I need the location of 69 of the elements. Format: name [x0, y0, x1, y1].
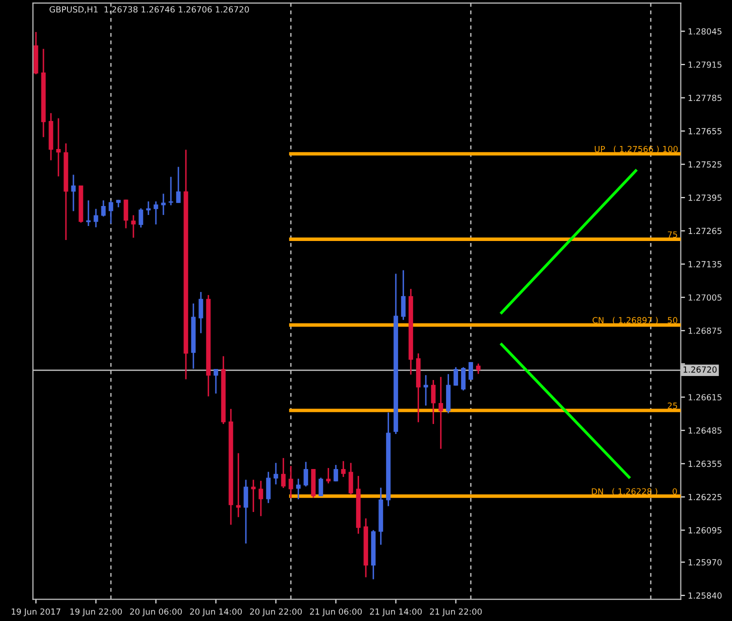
x-tick-label: 21 Jun 06:00 — [310, 608, 362, 616]
candlestick — [334, 464, 338, 482]
candlestick — [131, 214, 136, 238]
candlestick — [94, 208, 98, 228]
candlestick — [138, 208, 144, 228]
candlestick — [56, 118, 61, 178]
candlestick — [401, 270, 406, 321]
x-tick-label: 21 Jun 14:00 — [370, 608, 422, 616]
x-tick-label: 20 Jun 06:00 — [130, 608, 182, 616]
candlestick — [214, 368, 218, 394]
y-tick-label: 1.27265 — [688, 228, 722, 234]
y-tick-label: 1.27525 — [688, 161, 722, 168]
y-tick-label: 1.26225 — [688, 494, 722, 500]
y-tick-label: 1.26355 — [688, 460, 722, 467]
candlestick — [108, 200, 114, 224]
candlestick — [304, 461, 308, 488]
candlestick — [154, 200, 158, 226]
x-tick-label: 20 Jun 22:00 — [250, 608, 302, 616]
candlestick — [258, 480, 264, 517]
candlestick — [476, 362, 481, 375]
chart-title: GBPUSD,H1 1.26738 1.26746 1.26706 1.26720 — [50, 6, 249, 14]
y-tick-label: 1.26615 — [688, 394, 722, 400]
y-tick-label: 1.26095 — [688, 527, 722, 534]
candlestick — [326, 467, 331, 484]
y-tick-label: 1.27395 — [688, 194, 722, 201]
candlestick — [244, 479, 248, 544]
candlestick — [468, 361, 474, 380]
y-tick-label: 1.27655 — [688, 128, 722, 134]
candlestick — [251, 479, 256, 513]
y-tick-label: 1.26875 — [688, 328, 722, 334]
annotation: 75 — [668, 231, 678, 238]
candlestick — [341, 460, 346, 478]
candlestick — [198, 291, 204, 334]
y-tick-label: 1.28045 — [688, 28, 722, 35]
candlestick — [424, 374, 428, 406]
candlestick — [438, 376, 444, 450]
candlestick — [281, 457, 286, 489]
candlestick — [124, 198, 128, 229]
x-tick-label: 20 Jun 14:00 — [190, 608, 242, 616]
x-tick-label: 19 Jun 22:00 — [70, 608, 122, 616]
candlestick — [266, 471, 271, 504]
y-tick-label: 1.26485 — [688, 427, 722, 434]
x-tick-label: 19 Jun 2017 — [12, 608, 60, 616]
y-tick-label: 1.27005 — [688, 294, 722, 301]
y-tick-label: 1.27915 — [688, 61, 722, 68]
candlestick — [274, 462, 278, 486]
candlestick — [454, 366, 458, 386]
candlestick — [431, 379, 436, 425]
candlestick — [176, 166, 181, 204]
candlestick — [296, 478, 301, 500]
y-tick-label: 1.27785 — [688, 94, 722, 102]
candlestick — [146, 200, 151, 216]
candlestick — [318, 477, 324, 497]
candlestick — [101, 200, 106, 218]
y-tick-label: 1.25970 — [688, 559, 722, 566]
candlestick — [461, 366, 466, 392]
annotation: 100 — [663, 146, 678, 152]
candlestick — [71, 174, 76, 212]
candlestick — [288, 465, 294, 499]
candlestick — [161, 193, 166, 216]
annotation: 0 — [672, 488, 677, 495]
candlestick — [348, 462, 354, 496]
annotation: 50 — [668, 317, 678, 324]
candlestick — [236, 452, 241, 518]
y-tick-label: 1.27135 — [688, 261, 722, 268]
y-tick-label: 1.25840 — [688, 592, 722, 599]
annotation: 25 — [668, 402, 678, 409]
x-tick-label: 21 Jun 22:00 — [430, 608, 482, 616]
ref-line-label: 1.26720 — [684, 366, 717, 373]
